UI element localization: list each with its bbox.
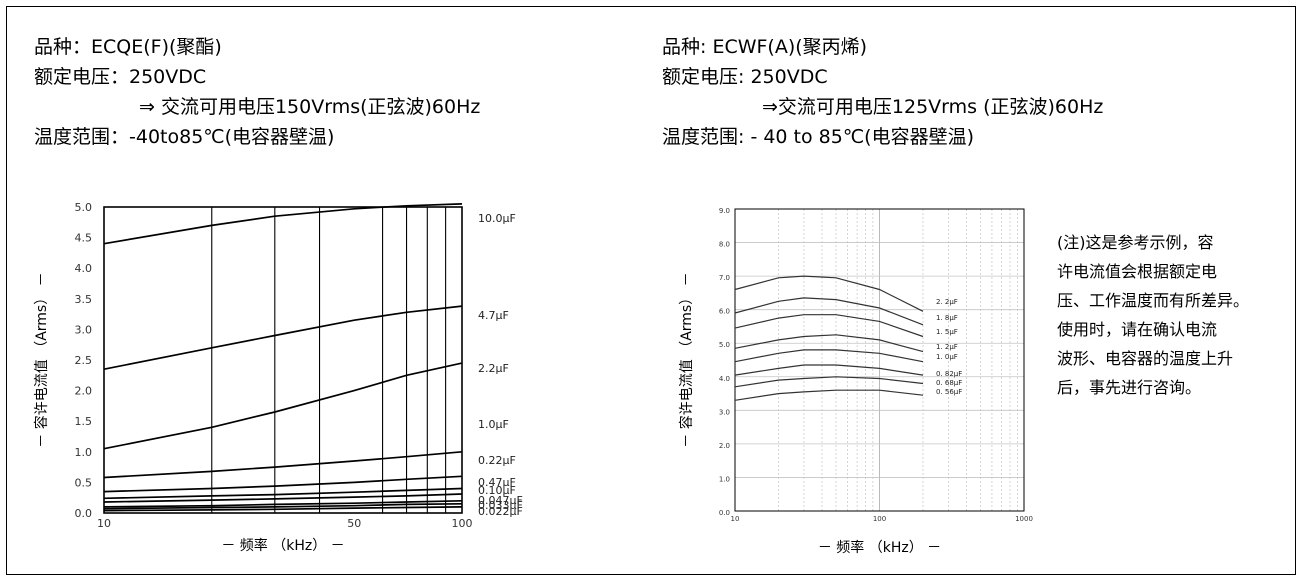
note-line: 使用时，请在确认电流	[1057, 320, 1218, 339]
note-line: 波形、电容器的温度上升	[1057, 349, 1234, 368]
y-tick-label: 5.0	[719, 341, 730, 349]
right-chart: 0.0 1.0 2.0 3.0 4.0 5.0 6.0 7.0 8.0 9.0 10 100 1000 2…	[678, 207, 1033, 556]
y-tick-label: 2.0	[75, 385, 93, 398]
series-label: 1. 0μF	[936, 353, 958, 361]
x-tick-label: 100	[873, 515, 886, 523]
left-product: 品种：ECQE(F)(聚酯)	[34, 36, 222, 58]
x-tick-label: 100	[452, 517, 473, 530]
plot-frame	[734, 208, 1025, 512]
y-tick-label: 0.0	[75, 507, 93, 520]
series-label: 0.022μF	[478, 505, 523, 518]
left-temp-range: 温度范围：-40to85℃(电容器壁温)	[34, 126, 335, 148]
right-spec-block: 品种: ECWF(A)(聚丙烯) 额定电压: 250VDC ⇒交流可用电压125…	[662, 36, 1103, 156]
series-label: 1. 2μF	[936, 343, 958, 351]
y-tick-label: 3.0	[719, 408, 730, 416]
note-line: 后，事先进行咨询。	[1057, 378, 1202, 397]
series-line	[734, 376, 924, 388]
y-tick-label: 0.5	[75, 476, 93, 489]
note-line: (注)这是参考示例，容	[1057, 233, 1214, 252]
series-label: 0. 68μF	[936, 379, 962, 387]
series-line	[103, 475, 463, 493]
y-tick-label: 6.0	[719, 308, 730, 316]
series-line	[734, 275, 924, 312]
y-tick-label: 7.0	[719, 274, 730, 282]
right-temp-range: 温度范围: - 40 to 85℃(电容器壁温)	[662, 126, 975, 148]
y-tick-label: 1.5	[75, 415, 93, 428]
x-tick-label: 10	[731, 515, 740, 523]
left-spec-block: 品种：ECQE(F)(聚酯) 额定电压：250VDC ⇒ 交流可用电压150Vr…	[34, 36, 480, 156]
y-tick-label: 1.0	[75, 446, 93, 459]
series-label: 1. 8μF	[936, 314, 958, 322]
y-axis-title: － 容许电流值 （Arms） －	[678, 272, 695, 447]
y-axis-title: － 容许电流值 （Arms） －	[33, 272, 50, 447]
series-label: 0. 82μF	[936, 370, 962, 378]
series-line	[103, 506, 463, 512]
note-line: 许电流值会根据额定电	[1057, 262, 1218, 281]
series-line	[103, 499, 463, 508]
series-label: 2. 2μF	[936, 298, 958, 306]
plot-frame	[103, 206, 463, 514]
y-tick-label: 3.5	[75, 293, 93, 306]
right-product: 品种: ECWF(A)(聚丙烯)	[662, 36, 868, 58]
left-ac-voltage: ⇒ 交流可用电压150Vrms(正弦波)60Hz	[139, 96, 481, 118]
series-line	[734, 389, 924, 401]
series-label: 4.7μF	[478, 309, 509, 322]
series-label: 0.033μF	[478, 499, 523, 512]
left-chart: 0.0 0.5 1.0 1.5 2.0 2.5 3.0 3.5 4.0 4.5 5.0 10 50 100…	[33, 201, 523, 554]
right-rated-voltage: 额定电压: 250VDC	[662, 66, 828, 88]
y-tick-label: 0.0	[719, 509, 730, 517]
series-line	[103, 502, 463, 510]
y-tick-label: 9.0	[719, 207, 730, 215]
note-text: (注)这是参考示例，容 许电流值会根据额定电 压、工作温度而有所差异。 使用时，…	[1057, 228, 1297, 402]
series-line	[103, 450, 463, 479]
x-tick-label: 1000	[1015, 515, 1033, 523]
y-tick-label: 4.0	[719, 375, 730, 383]
series-label: 1.0μF	[478, 418, 509, 431]
series-line	[734, 314, 924, 338]
series-label: 0.47μF	[478, 476, 516, 489]
series-label: 2.2μF	[478, 362, 509, 375]
series-label: 10.0μF	[478, 212, 516, 225]
series-line	[734, 349, 924, 363]
x-axis-title: － 频率 （kHz） －	[818, 539, 941, 556]
series-line	[103, 203, 463, 245]
left-rated-voltage: 额定电压：250VDC	[34, 66, 207, 88]
y-tick-label: 4.5	[75, 232, 93, 245]
x-tick-label: 50	[347, 517, 361, 530]
series-line	[103, 493, 463, 503]
series-line	[103, 305, 463, 371]
y-tick-label: 1.0	[719, 475, 730, 483]
series-label: 0.22μF	[478, 454, 516, 467]
x-tick-label: 10	[97, 517, 111, 530]
series-label: 0. 56μF	[936, 388, 962, 396]
series-line	[734, 364, 924, 376]
y-tick-label: 5.0	[75, 201, 93, 214]
series-label: 0.047μF	[478, 494, 523, 507]
y-tick-label: 8.0	[719, 241, 730, 249]
y-tick-label: 3.0	[75, 323, 93, 336]
right-ac-voltage: ⇒交流可用电压125Vrms (正弦波)60Hz	[762, 96, 1104, 118]
y-tick-label: 4.0	[75, 262, 93, 275]
note-line: 压、工作温度而有所差异。	[1057, 291, 1250, 310]
page-frame	[6, 6, 1296, 575]
series-line	[103, 487, 463, 500]
series-line	[734, 334, 924, 353]
y-tick-label: 2.5	[75, 354, 93, 367]
series-label: 0.10μF	[478, 484, 516, 497]
x-axis-title: － 频率 （kHz） －	[221, 537, 344, 554]
series-line	[103, 362, 463, 450]
series-label: 1. 5μF	[936, 328, 958, 336]
y-tick-label: 2.0	[719, 442, 730, 450]
series-line	[734, 297, 924, 326]
